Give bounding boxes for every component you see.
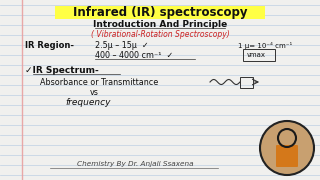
Text: Absorbance or Transmittance: Absorbance or Transmittance bbox=[40, 78, 158, 87]
Text: ✓IR Spectrum-: ✓IR Spectrum- bbox=[25, 66, 99, 75]
Text: frequency: frequency bbox=[65, 98, 110, 107]
Text: 2.5μ – 15μ  ✓: 2.5μ – 15μ ✓ bbox=[95, 40, 148, 50]
Text: IR Region-: IR Region- bbox=[25, 40, 74, 50]
FancyBboxPatch shape bbox=[276, 145, 298, 167]
Text: ( Vibrational-Rotation Spectroscopy): ( Vibrational-Rotation Spectroscopy) bbox=[91, 30, 229, 39]
Text: 400 – 4000 cm⁻¹  ✓: 400 – 4000 cm⁻¹ ✓ bbox=[95, 51, 173, 60]
Text: νmax: νmax bbox=[247, 52, 266, 58]
Text: vs: vs bbox=[90, 87, 99, 96]
Text: 1 μ= 10⁻⁴ cm⁻¹: 1 μ= 10⁻⁴ cm⁻¹ bbox=[238, 42, 292, 48]
Text: Introduction And Principle: Introduction And Principle bbox=[93, 19, 227, 28]
Circle shape bbox=[260, 121, 314, 175]
Text: Infrared (IR) spectroscopy: Infrared (IR) spectroscopy bbox=[73, 6, 247, 19]
Circle shape bbox=[278, 129, 296, 147]
Text: Chemistry By Dr. Anjali Ssaxena: Chemistry By Dr. Anjali Ssaxena bbox=[77, 161, 193, 167]
FancyBboxPatch shape bbox=[55, 6, 265, 19]
